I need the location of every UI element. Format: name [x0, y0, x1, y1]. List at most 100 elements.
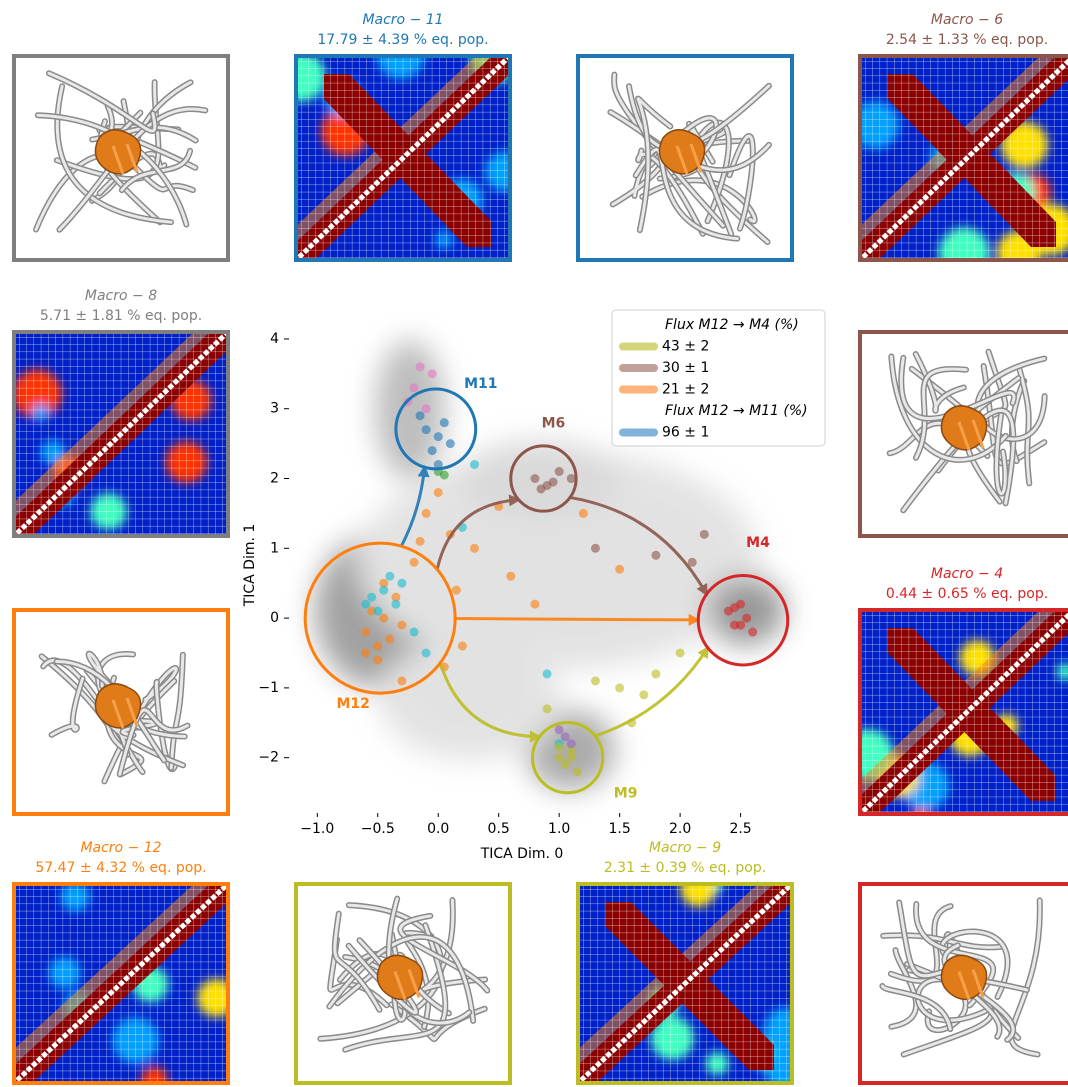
flux-arrow	[455, 619, 698, 620]
scatter-point	[736, 621, 745, 630]
scatter-point	[379, 586, 388, 595]
scatter-point	[555, 467, 564, 476]
scatter-point	[676, 648, 685, 657]
scatter-point	[555, 725, 564, 734]
scatter-point	[422, 648, 431, 657]
panel	[12, 54, 230, 262]
scatter-point	[561, 760, 570, 769]
x-tick-label: 0.5	[488, 821, 510, 837]
scatter-point	[379, 614, 388, 623]
map-title: Macro − 12	[80, 840, 161, 856]
panel	[842, 608, 1068, 824]
y-tick-label: −1	[258, 680, 279, 696]
scatter-point	[567, 753, 576, 762]
scatter-point	[748, 628, 757, 637]
legend-title: Flux M12 → M4 (%)	[665, 317, 799, 333]
scatter-point	[573, 767, 582, 776]
map-blob	[61, 882, 90, 911]
scatter-point	[555, 743, 564, 752]
scatter-point	[555, 753, 564, 762]
scatter-point	[422, 404, 431, 413]
scatter-point	[373, 642, 382, 651]
legend-title: Flux M12 → M11 (%)	[665, 403, 808, 419]
macrostate-label: M11	[464, 376, 497, 392]
scatter-point	[397, 676, 406, 685]
scatter-point	[549, 478, 558, 487]
y-tick-label: 1	[270, 540, 279, 556]
scatter-point	[530, 474, 539, 483]
panel	[12, 608, 230, 816]
scatter-point	[561, 732, 570, 741]
scatter-point	[615, 565, 624, 574]
scatter-point	[410, 628, 419, 637]
macrostate-label: M4	[746, 535, 770, 551]
scatter-point	[458, 642, 467, 651]
scatter-point	[543, 669, 552, 678]
map-title: Macro − 11	[362, 12, 443, 28]
macrostate-label: M6	[542, 416, 566, 432]
scatter-point	[579, 509, 588, 518]
scatter-point	[651, 551, 660, 560]
macrostate-label: M12	[336, 696, 369, 712]
map-population: 17.79 ± 4.39 % eq. pop.	[317, 32, 488, 48]
x-tick-label: 0.0	[427, 821, 449, 837]
scatter-point	[373, 607, 382, 616]
panel	[12, 330, 230, 541]
map-blob	[680, 871, 716, 907]
scatter-point	[446, 439, 455, 448]
scatter-point	[470, 544, 479, 553]
scatter-point	[440, 471, 449, 480]
scatter-point	[434, 488, 443, 497]
legend-label: 96 ± 1	[662, 425, 709, 441]
scatter-point	[742, 614, 751, 623]
y-tick-label: 3	[270, 401, 279, 417]
panel	[294, 882, 512, 1085]
scatter-point	[397, 579, 406, 588]
scatter-point	[567, 739, 576, 748]
scatter-point	[537, 484, 546, 493]
y-axis-label: TICA Dim. 1	[242, 524, 258, 608]
legend-label: 30 ± 1	[662, 360, 709, 376]
scatter-point	[361, 628, 370, 637]
scatter-point	[470, 460, 479, 469]
y-tick-label: 2	[270, 471, 279, 487]
legend-label: 43 ± 2	[662, 339, 709, 355]
map-population: 2.54 ± 1.33 % eq. pop.	[886, 32, 1048, 48]
scatter-point	[452, 586, 461, 595]
scatter-point	[416, 537, 425, 546]
scatter-point	[361, 648, 370, 657]
x-tick-label: 1.0	[548, 821, 570, 837]
scatter-point	[361, 600, 370, 609]
scatter-point	[651, 669, 660, 678]
map-blob	[485, 151, 525, 191]
panel	[576, 54, 794, 262]
scatter-point	[422, 425, 431, 434]
map-title: Macro − 6	[931, 12, 1003, 28]
y-tick-label: 4	[270, 331, 279, 347]
scatter-point	[410, 558, 419, 567]
scatter-point	[506, 572, 515, 581]
scatter-point	[730, 603, 739, 612]
scatter-point	[440, 418, 449, 427]
map-blob	[32, 404, 49, 421]
x-tick-label: 1.5	[609, 821, 631, 837]
panel	[851, 54, 1068, 279]
map-population: 5.71 ± 1.81 % eq. pop.	[40, 308, 202, 324]
map-title: Macro − 4	[931, 566, 1003, 582]
x-axis-label: TICA Dim. 0	[480, 846, 564, 862]
map-blob	[90, 493, 126, 529]
x-tick-label: −0.5	[361, 821, 395, 837]
scatter-point	[591, 676, 600, 685]
scatter-point	[373, 655, 382, 664]
y-tick-label: −2	[258, 750, 279, 766]
scatter-point	[416, 362, 425, 371]
x-tick-label: −1.0	[300, 821, 334, 837]
scatter-point	[428, 446, 437, 455]
panel	[576, 870, 813, 1087]
macrostate-label: M9	[614, 786, 638, 802]
scatter-point	[410, 383, 419, 392]
scatter-point	[385, 572, 394, 581]
scatter-point	[567, 474, 576, 483]
scatter-point	[591, 544, 600, 553]
map-title: Macro − 9	[649, 840, 721, 856]
